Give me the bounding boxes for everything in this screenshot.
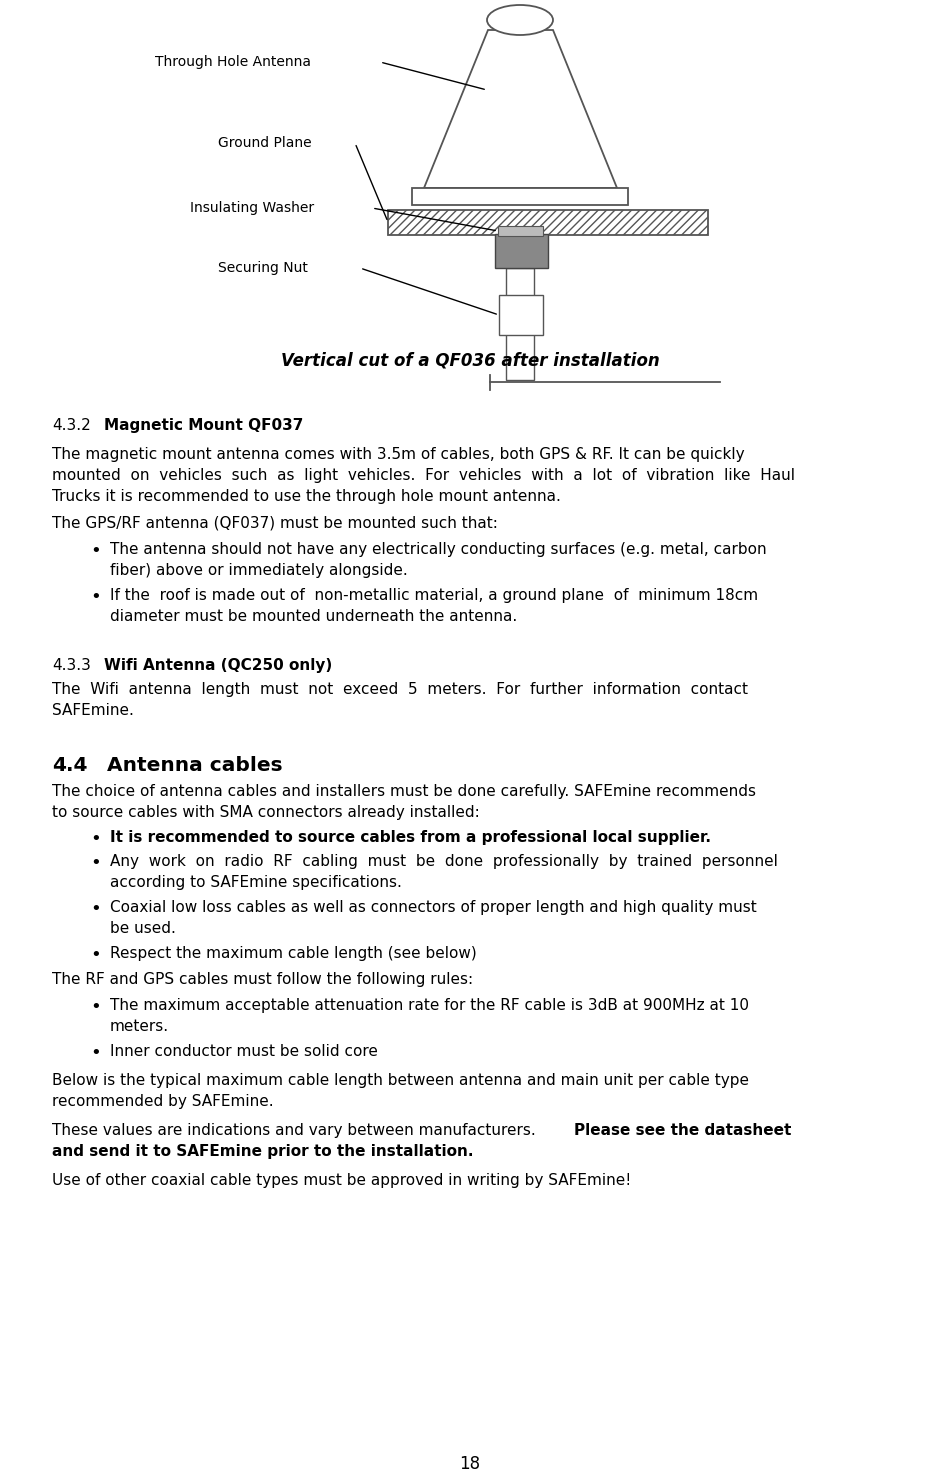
Text: Please see the datasheet: Please see the datasheet bbox=[574, 1122, 791, 1139]
Text: The RF and GPS cables must follow the following rules:: The RF and GPS cables must follow the fo… bbox=[52, 972, 473, 987]
Polygon shape bbox=[424, 30, 617, 187]
Text: meters.: meters. bbox=[110, 1019, 169, 1034]
Text: •: • bbox=[90, 830, 101, 848]
Text: •: • bbox=[90, 854, 101, 872]
Text: •: • bbox=[90, 900, 101, 917]
Ellipse shape bbox=[487, 4, 553, 35]
Text: 18: 18 bbox=[460, 1454, 480, 1474]
Text: •: • bbox=[90, 999, 101, 1016]
Text: and send it to SAFEmine prior to the installation.: and send it to SAFEmine prior to the ins… bbox=[52, 1145, 474, 1159]
Text: SAFEmine.: SAFEmine. bbox=[52, 704, 133, 718]
Text: These values are indications and vary between manufacturers.: These values are indications and vary be… bbox=[52, 1122, 540, 1139]
Text: Wifi Antenna (QC250 only): Wifi Antenna (QC250 only) bbox=[104, 658, 332, 673]
Text: •: • bbox=[90, 541, 101, 561]
Text: Any  work  on  radio  RF  cabling  must  be  done  professionally  by  trained  : Any work on radio RF cabling must be don… bbox=[110, 854, 778, 869]
Text: Insulating Washer: Insulating Washer bbox=[190, 201, 314, 215]
Text: 4.3.2: 4.3.2 bbox=[52, 417, 91, 434]
Text: fiber) above or immediately alongside.: fiber) above or immediately alongside. bbox=[110, 563, 408, 578]
Text: according to SAFEmine specifications.: according to SAFEmine specifications. bbox=[110, 875, 402, 889]
Text: Through Hole Antenna: Through Hole Antenna bbox=[155, 55, 311, 69]
Text: Inner conductor must be solid core: Inner conductor must be solid core bbox=[110, 1044, 378, 1059]
Text: Respect the maximum cable length (see below): Respect the maximum cable length (see be… bbox=[110, 945, 477, 962]
Text: It is recommended to source cables from a professional local supplier.: It is recommended to source cables from … bbox=[110, 830, 711, 845]
Bar bbox=[388, 209, 708, 235]
Text: 4.3.3: 4.3.3 bbox=[52, 658, 91, 673]
Text: Trucks it is recommended to use the through hole mount antenna.: Trucks it is recommended to use the thro… bbox=[52, 490, 561, 504]
Text: •: • bbox=[90, 589, 101, 606]
Text: The choice of antenna cables and installers must be done carefully. SAFEmine rec: The choice of antenna cables and install… bbox=[52, 785, 756, 799]
Text: 4.4: 4.4 bbox=[52, 757, 87, 774]
Text: Coaxial low loss cables as well as connectors of proper length and high quality : Coaxial low loss cables as well as conne… bbox=[110, 900, 757, 914]
Text: Ground Plane: Ground Plane bbox=[218, 136, 312, 150]
Text: •: • bbox=[90, 1044, 101, 1062]
Text: The GPS/RF antenna (QF037) must be mounted such that:: The GPS/RF antenna (QF037) must be mount… bbox=[52, 516, 498, 531]
Text: •: • bbox=[90, 945, 101, 965]
Text: Use of other coaxial cable types must be approved in writing by SAFEmine!: Use of other coaxial cable types must be… bbox=[52, 1173, 632, 1187]
Text: Vertical cut of a QF036 after installation: Vertical cut of a QF036 after installati… bbox=[281, 353, 659, 370]
Text: The antenna should not have any electrically conducting surfaces (e.g. metal, ca: The antenna should not have any electric… bbox=[110, 541, 767, 558]
Text: diameter must be mounted underneath the antenna.: diameter must be mounted underneath the … bbox=[110, 609, 517, 624]
Bar bbox=[495, 235, 548, 268]
Bar bbox=[412, 187, 628, 205]
Bar bbox=[499, 295, 543, 335]
Text: be used.: be used. bbox=[110, 920, 176, 937]
Text: The magnetic mount antenna comes with 3.5m of cables, both GPS & RF. It can be q: The magnetic mount antenna comes with 3.… bbox=[52, 447, 744, 462]
Text: The maximum acceptable attenuation rate for the RF cable is 3dB at 900MHz at 10: The maximum acceptable attenuation rate … bbox=[110, 999, 749, 1013]
Text: recommended by SAFEmine.: recommended by SAFEmine. bbox=[52, 1094, 274, 1109]
Text: Below is the typical maximum cable length between antenna and main unit per cabl: Below is the typical maximum cable lengt… bbox=[52, 1072, 749, 1089]
Text: Magnetic Mount QF037: Magnetic Mount QF037 bbox=[104, 417, 304, 434]
Text: The  Wifi  antenna  length  must  not  exceed  5  meters.  For  further  informa: The Wifi antenna length must not exceed … bbox=[52, 681, 748, 698]
Bar bbox=[498, 226, 543, 236]
Text: mounted  on  vehicles  such  as  light  vehicles.  For  vehicles  with  a  lot  : mounted on vehicles such as light vehicl… bbox=[52, 468, 795, 482]
Text: If the  roof is made out of  non-metallic material, a ground plane  of  minimum : If the roof is made out of non-metallic … bbox=[110, 589, 759, 603]
Text: Antenna cables: Antenna cables bbox=[107, 757, 283, 774]
Text: to source cables with SMA connectors already installed:: to source cables with SMA connectors alr… bbox=[52, 805, 479, 820]
Bar bbox=[506, 268, 534, 381]
Text: Securing Nut: Securing Nut bbox=[218, 261, 308, 274]
